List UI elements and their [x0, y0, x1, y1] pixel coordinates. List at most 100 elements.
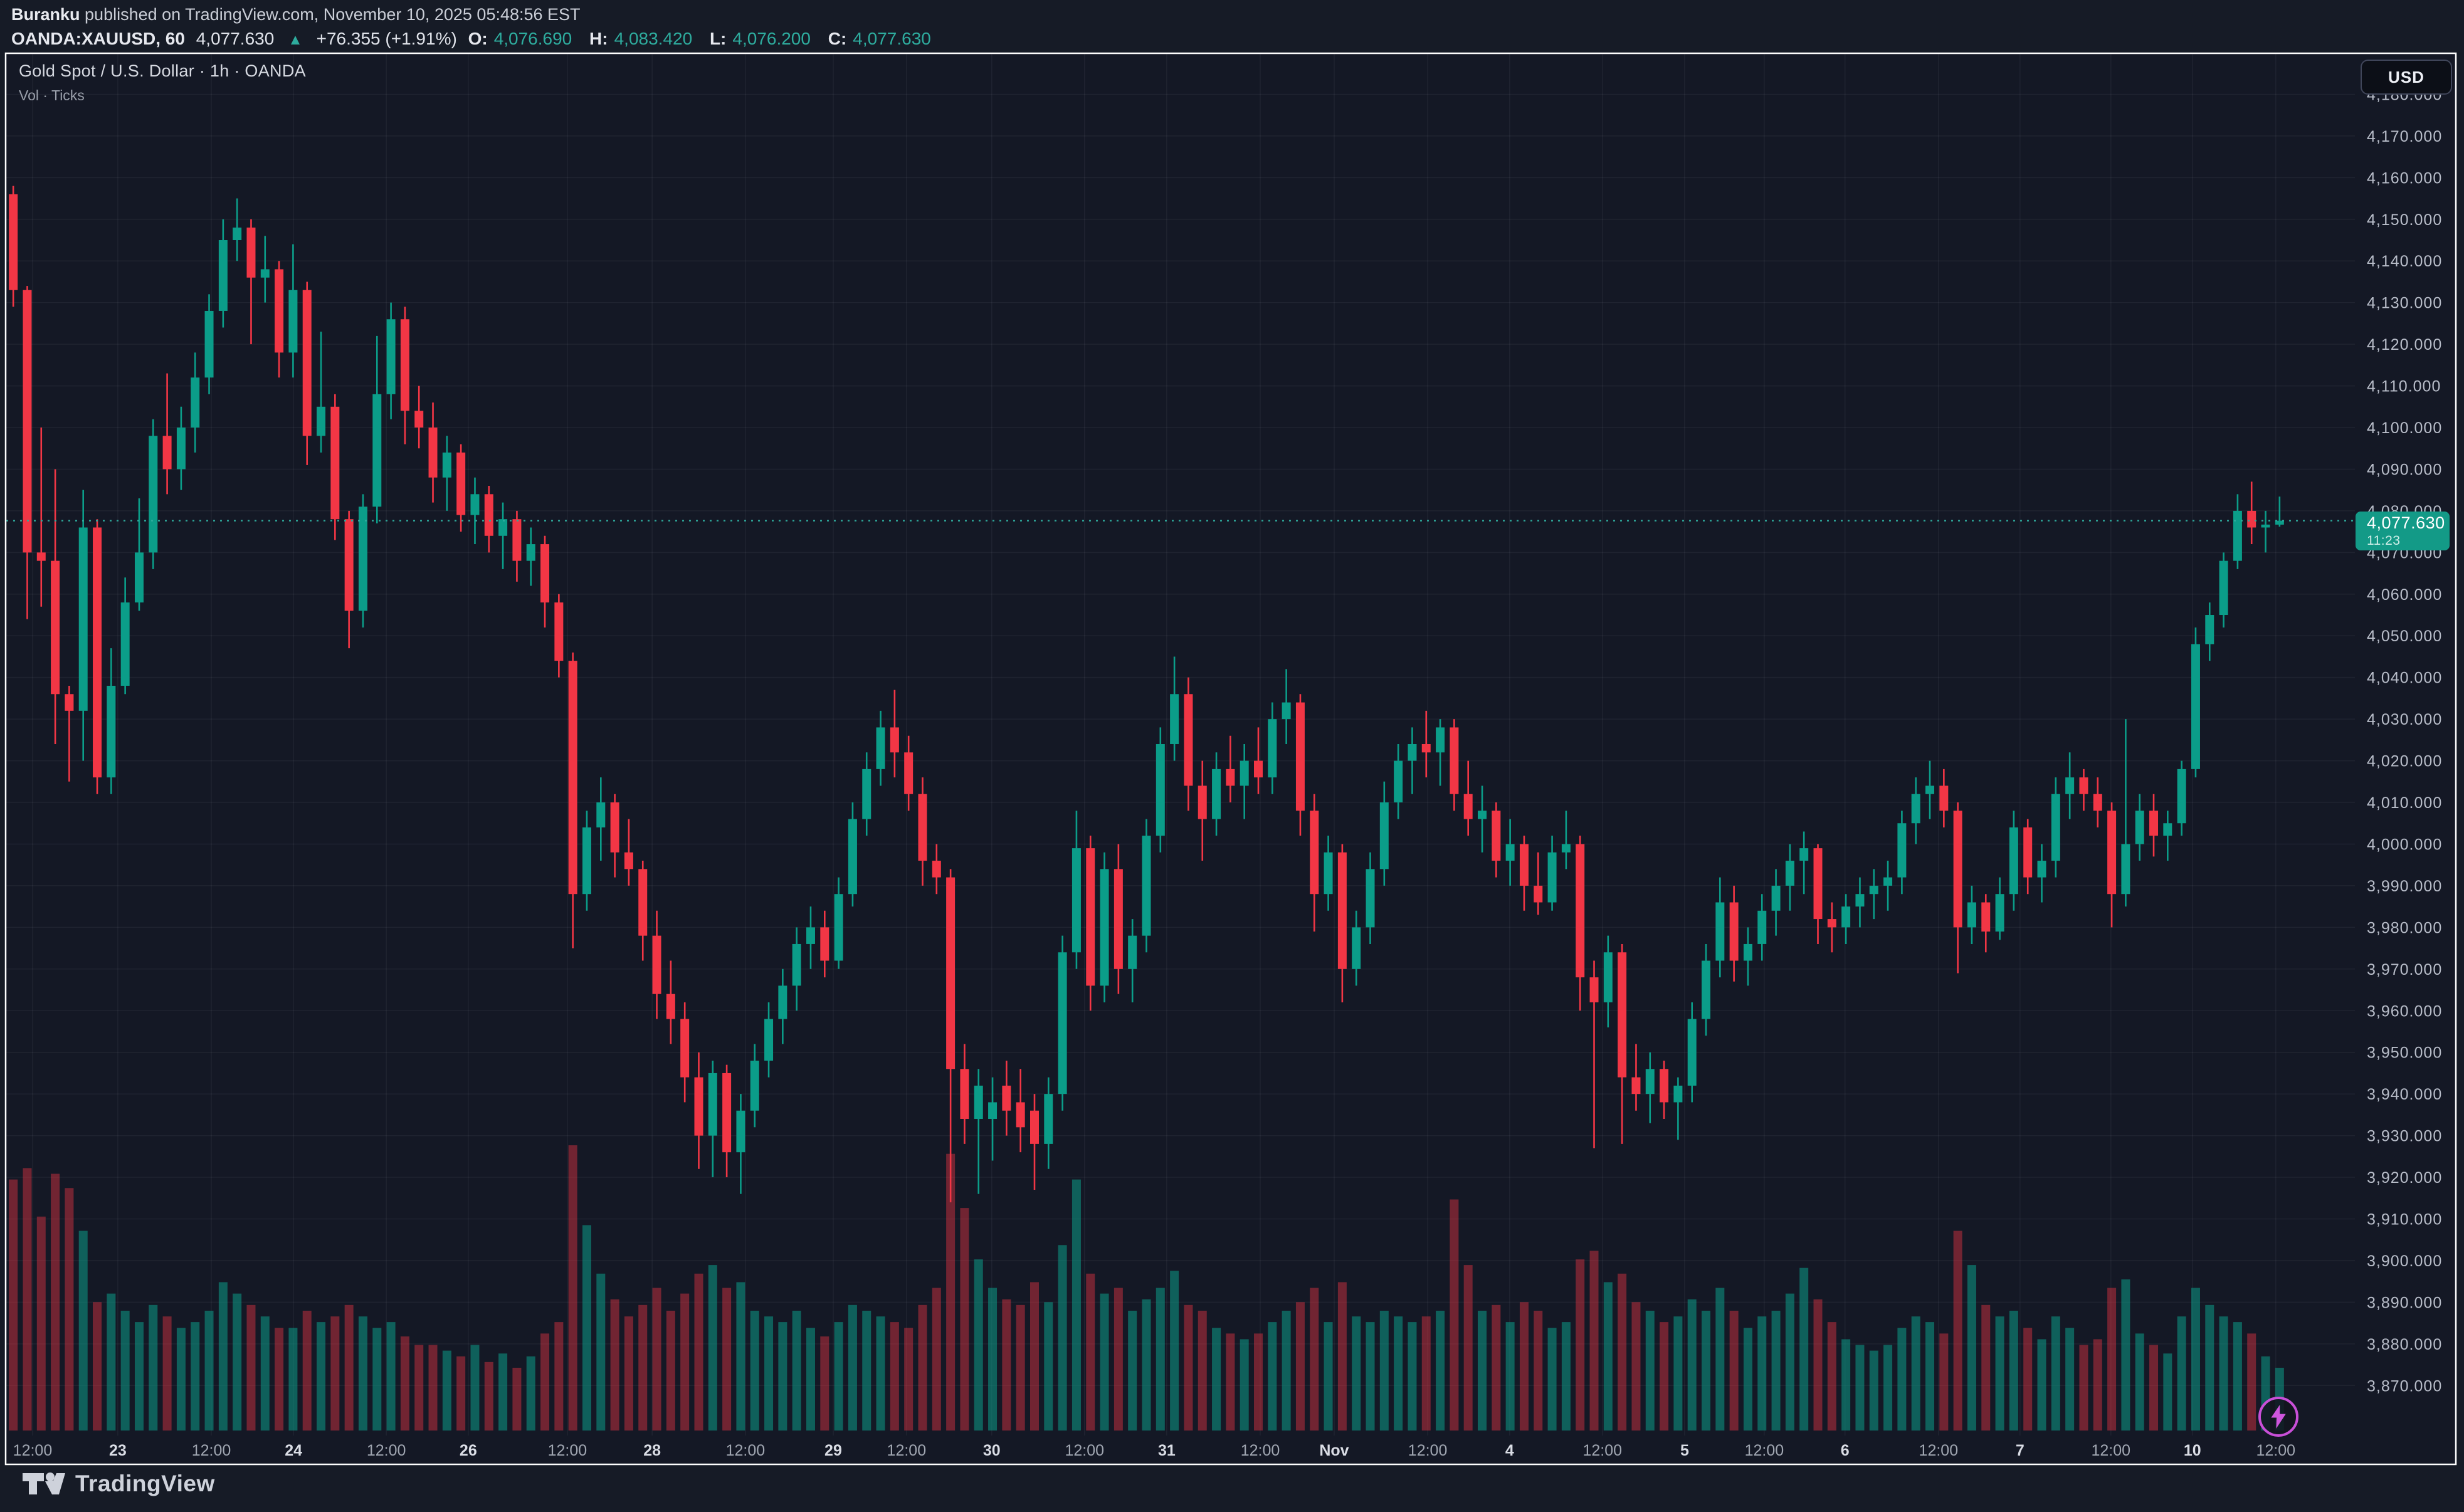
- candle-body: [330, 406, 340, 520]
- candle-body: [9, 194, 18, 290]
- volume-bar: [1184, 1305, 1193, 1431]
- volume-bar: [2079, 1345, 2088, 1431]
- symbol-interval: OANDA:XAUUSD, 60: [11, 29, 185, 48]
- volume-indicator-label[interactable]: Vol · Ticks: [19, 87, 85, 103]
- volume-bar: [93, 1302, 102, 1431]
- volume-bar: [904, 1328, 913, 1431]
- candle-body: [1813, 848, 1823, 920]
- boost-button[interactable]: [2258, 1397, 2298, 1437]
- volume-bar: [358, 1316, 367, 1431]
- candle-body: [233, 228, 242, 241]
- volume-bar: [1086, 1273, 1095, 1431]
- candle-body: [1660, 1069, 1669, 1103]
- volume-bar: [1702, 1310, 1711, 1431]
- open-value: 4,076.690: [493, 29, 572, 48]
- candle-body: [1561, 844, 1571, 853]
- bar-countdown: 11:23: [2367, 533, 2401, 548]
- price-tick-label: 4,020.000: [2367, 753, 2442, 770]
- price-tick-label: 4,110.000: [2367, 378, 2441, 396]
- price-tick-label: 3,940.000: [2367, 1086, 2442, 1103]
- candle-body: [1366, 869, 1375, 928]
- volume-bar: [78, 1231, 88, 1431]
- volume-bar: [1254, 1333, 1263, 1431]
- volume-bar: [23, 1168, 32, 1431]
- price-tick-label: 3,900.000: [2367, 1252, 2442, 1270]
- candle-body: [93, 527, 102, 778]
- symbol-title[interactable]: Gold Spot / U.S. Dollar · 1h · OANDA: [19, 61, 306, 80]
- volume-bar: [1576, 1259, 1585, 1431]
- volume-bar: [2037, 1339, 2046, 1431]
- volume-bar: [1799, 1268, 1809, 1431]
- volume-bar: [456, 1356, 466, 1431]
- candle-body: [2191, 644, 2200, 769]
- candle-body: [610, 802, 619, 853]
- volume-bar: [932, 1288, 941, 1431]
- candle-body: [932, 861, 941, 878]
- candle-body: [512, 519, 522, 561]
- volume-bar: [820, 1336, 829, 1431]
- candle-body: [2205, 615, 2214, 644]
- low-value: 4,076.200: [732, 29, 811, 48]
- volume-bar: [1058, 1245, 1067, 1431]
- candle-body: [1967, 902, 1976, 928]
- candle-body: [2149, 811, 2159, 836]
- candle-body: [526, 544, 535, 561]
- time-tick-label: 31: [1158, 1442, 1176, 1459]
- time-tick-label: 12:00: [367, 1442, 406, 1459]
- price-tick-label: 3,910.000: [2367, 1210, 2442, 1228]
- candle-body: [1631, 1077, 1641, 1095]
- candle-body: [1687, 1019, 1697, 1086]
- volume-bar: [2233, 1322, 2242, 1431]
- candle-body: [1071, 848, 1081, 953]
- volume-bar: [134, 1322, 144, 1431]
- volume-bar: [1981, 1305, 1991, 1431]
- volume-bar: [1337, 1282, 1347, 1431]
- time-tick-label: Nov: [1319, 1442, 1349, 1459]
- candle-body: [204, 310, 214, 378]
- volume-bar: [1114, 1288, 1123, 1431]
- candle-body: [456, 452, 466, 515]
- volume-bar: [2177, 1316, 2186, 1431]
- volume-bar: [596, 1273, 606, 1431]
- volume-bar: [2093, 1339, 2102, 1431]
- volume-bar: [1324, 1322, 1333, 1431]
- tradingview-logo[interactable]: TradingView: [21, 1471, 215, 1497]
- volume-bar: [2121, 1279, 2130, 1431]
- volume-bar: [2149, 1345, 2159, 1431]
- volume-bar: [960, 1208, 969, 1431]
- candle-body: [275, 269, 284, 353]
- candle-body: [1576, 844, 1585, 978]
- candle-body: [568, 661, 577, 895]
- volume-bar: [1715, 1288, 1725, 1431]
- time-tick-label: 12:00: [726, 1442, 766, 1459]
- candle-body: [1855, 894, 1865, 907]
- candle-body: [1044, 1094, 1053, 1144]
- candle-body: [1981, 902, 1991, 932]
- volume-bar: [1547, 1328, 1557, 1431]
- candle-body: [1212, 769, 1221, 819]
- volume-bar: [974, 1259, 983, 1431]
- candle-body: [1911, 794, 1920, 824]
- currency-button[interactable]: USD: [2361, 60, 2452, 95]
- candle-body: [1226, 769, 1235, 786]
- candle-body: [848, 819, 857, 895]
- volume-bar: [2023, 1328, 2033, 1431]
- volume-bar: [2219, 1316, 2228, 1431]
- candle-body: [1086, 848, 1095, 986]
- candle-body: [400, 319, 409, 411]
- volume-bar: [1142, 1299, 1151, 1431]
- candle-body: [2037, 861, 2046, 878]
- candle-body: [2261, 524, 2270, 528]
- candle-body: [1324, 852, 1333, 895]
- candle-body: [792, 943, 801, 986]
- volume-bar: [806, 1328, 815, 1431]
- time-tick-label: 12:00: [1408, 1442, 1448, 1459]
- candle-body: [1058, 952, 1067, 1095]
- volume-bar: [317, 1322, 326, 1431]
- close-label: C:: [828, 29, 847, 48]
- volume-bar: [36, 1216, 46, 1431]
- candle-body: [1715, 902, 1725, 961]
- candle-body: [65, 694, 74, 711]
- volume-bar: [2065, 1328, 2075, 1431]
